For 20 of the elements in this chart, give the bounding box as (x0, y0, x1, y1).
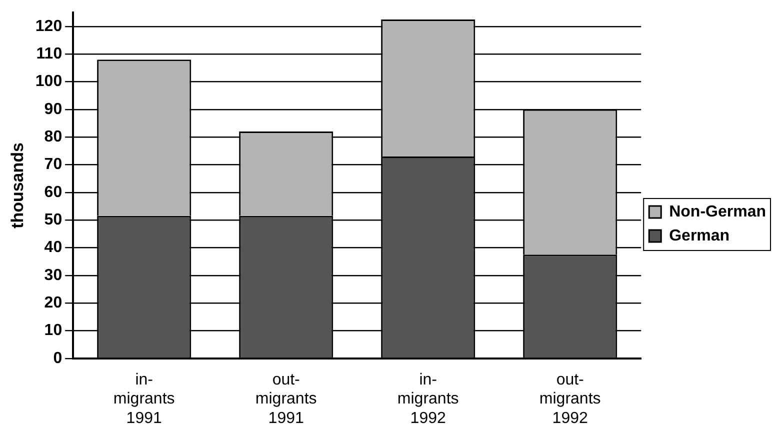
legend-label: German (669, 227, 730, 244)
y-tick-label: 60 (44, 184, 62, 201)
y-tick-label: 110 (36, 46, 62, 62)
x-tick-label: in-migrants 1992 (397, 371, 459, 427)
y-tick-label: 50 (44, 211, 62, 228)
y-tick-label: 10 (44, 322, 62, 340)
y-tick-label: 70 (44, 156, 62, 174)
y-tick-label: 120 (35, 18, 62, 35)
y-tick-label: 40 (44, 239, 62, 256)
x-tick-label: in-migrants 1991 (113, 371, 175, 427)
y-axis-title: thousands (8, 142, 27, 228)
y-tick-label: 0 (53, 350, 62, 367)
x-tick-label: out-migrants 1991 (255, 371, 317, 427)
legend-label: Non-German (669, 203, 766, 220)
y-tick-label: 30 (44, 266, 62, 284)
y-tick-label: 90 (44, 100, 62, 118)
y-tick-label: 80 (44, 128, 62, 146)
y-tick-label: 20 (44, 294, 62, 312)
y-tick-label: 100 (35, 73, 62, 90)
x-tick-label: out-migrants 1992 (539, 371, 601, 427)
